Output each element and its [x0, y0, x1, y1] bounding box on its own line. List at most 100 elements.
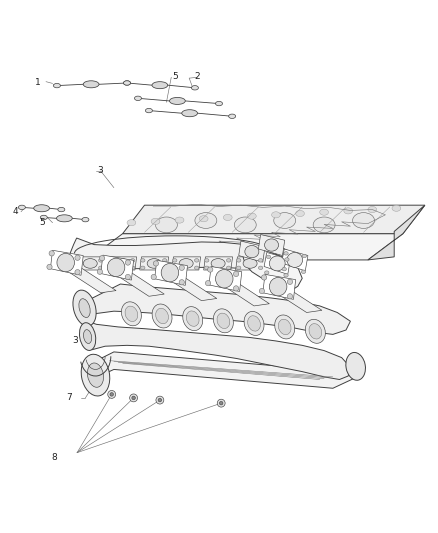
Ellipse shape — [47, 264, 52, 270]
Ellipse shape — [83, 81, 99, 88]
Ellipse shape — [151, 219, 160, 224]
Ellipse shape — [175, 217, 184, 223]
Text: 3: 3 — [97, 166, 103, 175]
Polygon shape — [282, 249, 308, 271]
Ellipse shape — [34, 205, 49, 212]
Ellipse shape — [284, 273, 288, 277]
Ellipse shape — [237, 266, 241, 270]
Ellipse shape — [182, 110, 198, 117]
Polygon shape — [140, 257, 169, 270]
Ellipse shape — [287, 294, 293, 299]
Text: 1: 1 — [35, 78, 41, 87]
Ellipse shape — [301, 270, 306, 273]
Ellipse shape — [125, 306, 138, 321]
Ellipse shape — [124, 81, 131, 85]
Ellipse shape — [272, 212, 280, 218]
Ellipse shape — [320, 209, 328, 215]
Ellipse shape — [170, 98, 185, 104]
Ellipse shape — [244, 311, 264, 335]
Ellipse shape — [265, 271, 269, 274]
Ellipse shape — [40, 215, 47, 220]
Ellipse shape — [215, 101, 223, 106]
Ellipse shape — [217, 399, 225, 407]
Ellipse shape — [124, 81, 131, 85]
Ellipse shape — [109, 266, 113, 270]
Ellipse shape — [261, 275, 267, 280]
Ellipse shape — [199, 216, 208, 222]
Ellipse shape — [392, 205, 401, 211]
Ellipse shape — [97, 269, 102, 274]
Ellipse shape — [121, 302, 141, 326]
Ellipse shape — [234, 217, 256, 233]
Ellipse shape — [125, 274, 131, 280]
Polygon shape — [123, 205, 425, 233]
Polygon shape — [107, 267, 164, 296]
Ellipse shape — [131, 259, 135, 262]
Ellipse shape — [108, 391, 116, 398]
Ellipse shape — [131, 266, 135, 270]
Polygon shape — [264, 253, 290, 274]
Ellipse shape — [285, 258, 289, 261]
Ellipse shape — [152, 304, 172, 328]
Ellipse shape — [125, 260, 131, 265]
Ellipse shape — [309, 324, 322, 339]
Polygon shape — [101, 255, 134, 280]
Polygon shape — [88, 233, 403, 260]
Ellipse shape — [208, 267, 213, 272]
Ellipse shape — [161, 263, 179, 282]
Text: 6: 6 — [61, 254, 67, 263]
Ellipse shape — [130, 394, 138, 402]
Ellipse shape — [186, 311, 199, 326]
Ellipse shape — [346, 352, 365, 380]
Ellipse shape — [57, 215, 72, 222]
Ellipse shape — [226, 259, 231, 262]
Ellipse shape — [145, 108, 152, 113]
Polygon shape — [172, 257, 201, 270]
Polygon shape — [81, 284, 350, 334]
Ellipse shape — [368, 206, 377, 213]
Ellipse shape — [18, 205, 25, 209]
Ellipse shape — [99, 266, 103, 270]
Ellipse shape — [75, 270, 80, 275]
Polygon shape — [239, 241, 265, 262]
Polygon shape — [57, 262, 116, 293]
Ellipse shape — [49, 251, 54, 256]
Ellipse shape — [353, 213, 374, 229]
Ellipse shape — [153, 261, 159, 266]
Polygon shape — [108, 257, 137, 270]
Ellipse shape — [147, 259, 161, 268]
Ellipse shape — [134, 96, 141, 101]
Ellipse shape — [247, 213, 256, 219]
Ellipse shape — [155, 308, 169, 324]
Polygon shape — [263, 274, 296, 300]
Text: 4: 4 — [12, 207, 18, 216]
Ellipse shape — [191, 86, 198, 90]
Ellipse shape — [81, 354, 110, 396]
Ellipse shape — [258, 266, 263, 270]
Polygon shape — [269, 286, 322, 312]
Ellipse shape — [156, 396, 164, 404]
Ellipse shape — [77, 259, 81, 262]
Ellipse shape — [302, 254, 307, 258]
Ellipse shape — [162, 266, 167, 270]
Ellipse shape — [215, 270, 233, 288]
Ellipse shape — [88, 363, 103, 387]
Ellipse shape — [99, 259, 103, 262]
Polygon shape — [84, 352, 364, 388]
Ellipse shape — [73, 290, 96, 326]
Ellipse shape — [162, 259, 167, 262]
Ellipse shape — [243, 259, 257, 268]
Ellipse shape — [58, 207, 65, 212]
Polygon shape — [161, 272, 217, 301]
Ellipse shape — [247, 316, 261, 331]
Ellipse shape — [296, 211, 304, 216]
Ellipse shape — [110, 393, 113, 396]
Ellipse shape — [82, 217, 89, 222]
Ellipse shape — [141, 266, 145, 270]
Ellipse shape — [223, 214, 232, 221]
Ellipse shape — [79, 298, 90, 318]
Ellipse shape — [344, 208, 353, 214]
Ellipse shape — [155, 217, 177, 233]
Ellipse shape — [152, 82, 168, 88]
Ellipse shape — [79, 322, 96, 351]
